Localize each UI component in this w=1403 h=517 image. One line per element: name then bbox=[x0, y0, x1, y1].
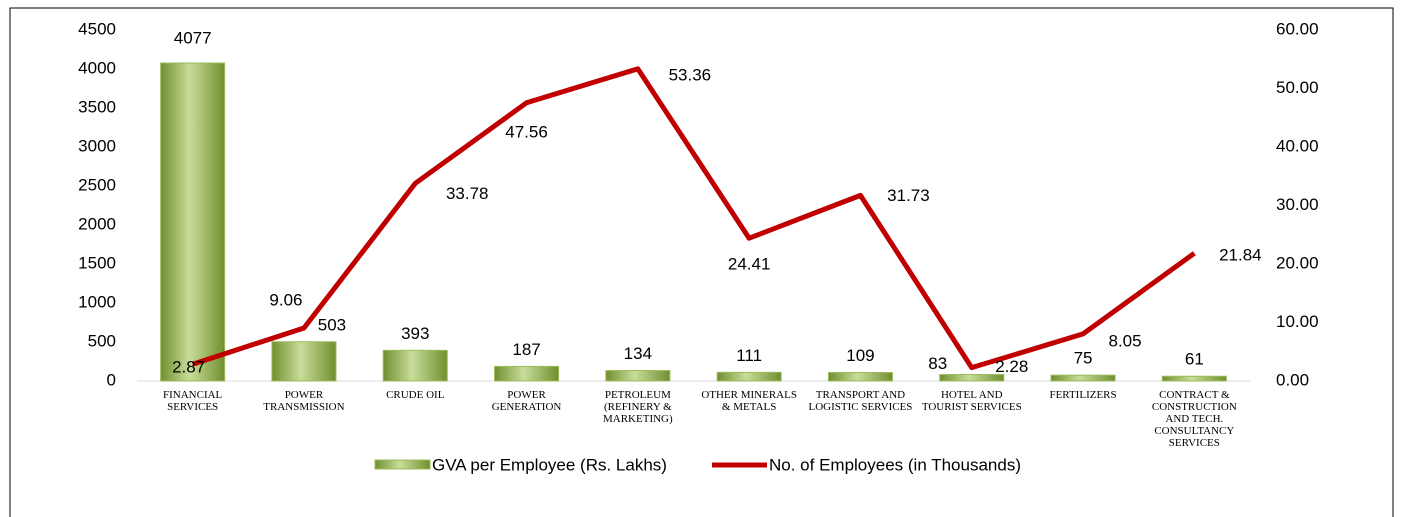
legend-label: GVA per Employee (Rs. Lakhs) bbox=[432, 455, 667, 474]
line-value-label: 9.06 bbox=[269, 290, 302, 309]
bar-value-label: 503 bbox=[318, 315, 346, 334]
bar bbox=[382, 349, 448, 382]
bar-value-label: 4077 bbox=[174, 28, 212, 47]
bar-value-label: 111 bbox=[736, 346, 762, 365]
y-tick-label: 1500 bbox=[78, 253, 116, 272]
bar bbox=[939, 374, 1005, 382]
bar bbox=[160, 62, 226, 382]
legend-swatch bbox=[374, 459, 431, 470]
x-tick-label: FINANCIAL SERVICES bbox=[163, 389, 223, 413]
line-value-label: 8.05 bbox=[1109, 331, 1142, 350]
bar-value-label: 75 bbox=[1074, 349, 1093, 368]
line-value-label: 33.78 bbox=[446, 184, 489, 203]
y-tick-label: 4000 bbox=[78, 58, 116, 77]
x-tick-label: POWER TRANSMISSION bbox=[263, 389, 345, 413]
y2-tick-label: 30.00 bbox=[1276, 195, 1319, 214]
y2-tick-label: 10.00 bbox=[1276, 312, 1319, 331]
line-value-label: 53.36 bbox=[669, 65, 712, 84]
bar bbox=[494, 365, 560, 382]
bar bbox=[605, 370, 671, 382]
bar bbox=[271, 341, 337, 382]
y2-tick-label: 40.00 bbox=[1276, 136, 1319, 155]
x-tick-label: FERTILIZERS bbox=[1049, 389, 1117, 401]
line-value-label: 2.87 bbox=[172, 358, 205, 377]
x-tick-label: HOTEL AND TOURIST SERVICES bbox=[921, 389, 1022, 413]
line-value-label: 24.41 bbox=[728, 255, 771, 274]
x-tick-label: OTHER MINERALS & METALS bbox=[701, 389, 797, 413]
y2-tick-label: 50.00 bbox=[1276, 78, 1319, 97]
x-tick-label: TRANSPORT AND LOGISTIC SERVICES bbox=[808, 389, 913, 413]
bar bbox=[1161, 375, 1227, 382]
bar-value-label: 109 bbox=[846, 346, 874, 365]
y-tick-label: 0 bbox=[107, 370, 116, 389]
frame bbox=[9, 7, 1394, 517]
y2-tick-label: 0.00 bbox=[1276, 370, 1309, 389]
y-tick-label: 500 bbox=[88, 331, 116, 350]
bar bbox=[827, 371, 893, 382]
y-tick-label: 3500 bbox=[78, 97, 116, 116]
x-tick-label: PETROLEUM (REFINERY & MARKETING) bbox=[603, 389, 673, 425]
line-value-label: 2.28 bbox=[995, 357, 1028, 376]
y2-tick-label: 20.00 bbox=[1276, 253, 1319, 272]
y2-tick-label: 60.00 bbox=[1276, 19, 1319, 38]
bar-value-label: 61 bbox=[1185, 350, 1204, 369]
y-tick-label: 1000 bbox=[78, 292, 116, 311]
bar bbox=[716, 371, 782, 382]
bar-value-label: 187 bbox=[512, 340, 540, 359]
line-value-label: 31.73 bbox=[887, 186, 930, 205]
y-tick-label: 3000 bbox=[78, 136, 116, 155]
legend-label: No. of Employees (in Thousands) bbox=[769, 455, 1021, 474]
y-tick-label: 2500 bbox=[78, 175, 116, 194]
line-value-label: 21.84 bbox=[1219, 246, 1262, 265]
bar-value-label: 393 bbox=[401, 324, 429, 343]
line-value-label: 47.56 bbox=[505, 122, 548, 141]
x-tick-label: CONTRACT & CONSTRUCTION AND TECH. CONSUL… bbox=[1151, 389, 1237, 449]
x-tick-label: POWER GENERATION bbox=[491, 389, 562, 413]
y-tick-label: 4500 bbox=[78, 19, 116, 38]
bar bbox=[1050, 374, 1116, 382]
bar-value-label: 134 bbox=[624, 344, 652, 363]
bar-value-label: 83 bbox=[928, 354, 947, 373]
y-tick-label: 2000 bbox=[78, 214, 116, 233]
line bbox=[191, 66, 1196, 371]
x-tick-label: CRUDE OIL bbox=[386, 389, 445, 401]
